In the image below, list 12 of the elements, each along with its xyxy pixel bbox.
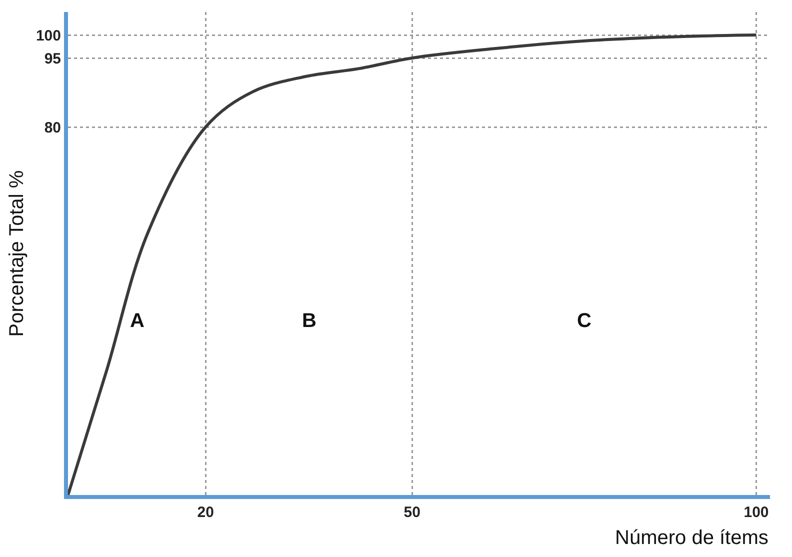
y-tick-label: 80 xyxy=(44,119,61,136)
x-tick-label: 20 xyxy=(197,504,214,521)
line-series xyxy=(68,34,758,495)
y-tick-label: 95 xyxy=(44,50,61,68)
annotation: B xyxy=(302,310,316,332)
annotation: C xyxy=(577,310,592,332)
x-tick-label: 50 xyxy=(404,504,420,521)
x-tick-label: 100 xyxy=(744,504,769,521)
y-axis-title: Porcentaje Total % xyxy=(6,170,28,337)
y-tick-label: 100 xyxy=(36,27,61,44)
annotation: A xyxy=(130,310,144,332)
x-axis-title: Número de ítems xyxy=(615,527,768,549)
